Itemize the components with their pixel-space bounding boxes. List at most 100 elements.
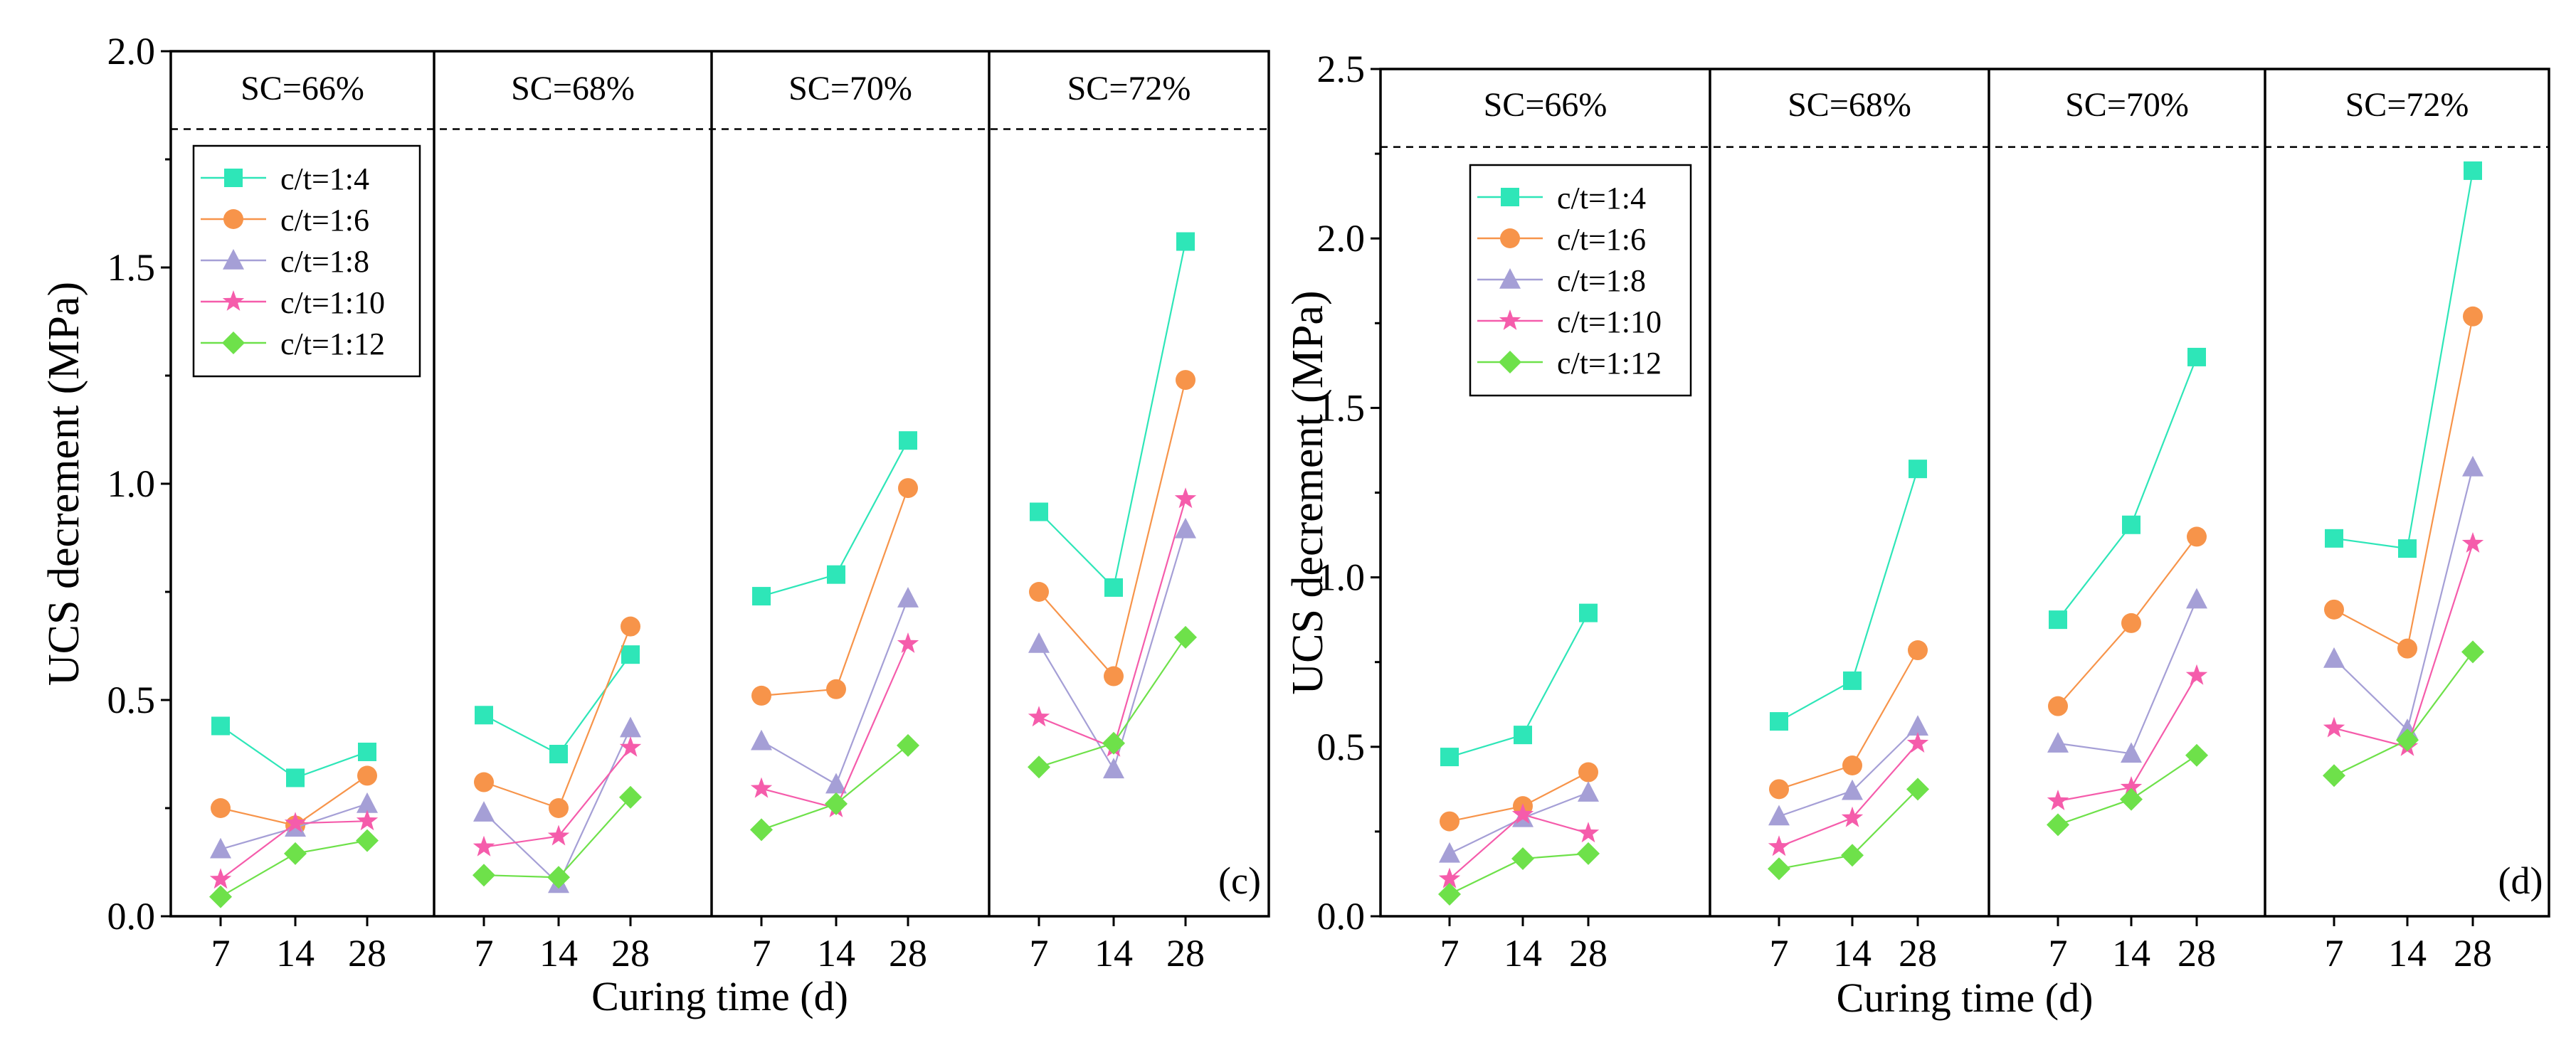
data-point-c-t-1-10 [1768,835,1790,857]
data-point-c-t-1-10 [1577,822,1600,843]
data-point-c-t-1-12 [1028,755,1050,779]
x-tick-label: 28 [889,932,927,975]
data-point-c-t-1-10 [897,632,919,653]
legend-marker [222,290,245,311]
x-tick-label: 28 [611,932,650,975]
data-point-c-t-1-8 [1907,715,1928,736]
x-tick-label: 7 [2325,932,2344,975]
x-tick-label: 28 [2178,932,2216,975]
section-title: SC=70% [2065,86,2189,124]
legend-marker [1500,228,1520,248]
x-tick-label: 7 [752,932,771,975]
data-point-c-t-1-4 [1843,671,1862,690]
panel-label: (c) [1218,859,1261,902]
data-point-c-t-1-10 [1841,806,1864,827]
legend-item-c-t-1-10: c/t=1:10 [1477,304,1662,339]
y-tick-label: 0.5 [1317,726,1366,768]
data-point-c-t-1-10 [2185,664,2208,685]
section-sc-72: SC=72% 7 14 28 [1028,70,1205,975]
legend-label: c/t=1:8 [1557,263,1646,298]
data-point-c-t-1-6 [1104,666,1124,686]
data-point-c-t-1-4 [621,645,640,664]
data-point-c-t-1-10 [1028,706,1050,727]
data-point-c-t-1-8 [751,729,772,751]
legend-label: c/t=1:12 [280,327,385,361]
x-tick-label: 28 [348,932,386,975]
data-point-c-t-1-8 [2121,742,2142,763]
y-tick-label: 1.0 [1317,556,1366,599]
data-point-c-t-1-8 [2047,732,2069,753]
data-point-c-t-1-6 [826,679,846,699]
x-tick-label: 7 [1030,932,1049,975]
x-tick-label: 7 [2049,932,2068,975]
data-point-c-t-1-8 [473,801,495,822]
data-point-c-t-1-8 [2186,588,2207,609]
data-point-c-t-1-12 [2323,764,2345,788]
data-point-c-t-1-10 [356,810,379,831]
y-tick-label: 0.0 [1317,895,1366,938]
data-point-c-t-1-8 [825,773,847,794]
legend-marker [223,209,243,229]
data-point-c-t-1-6 [898,478,918,499]
x-tick-label: 28 [1166,932,1205,975]
data-point-c-t-1-10 [2323,716,2345,738]
x-tick-label: 28 [2454,932,2492,975]
data-point-c-t-1-10 [1906,732,1929,753]
data-point-c-t-1-4 [1579,603,1598,622]
data-point-c-t-1-12 [750,818,773,842]
data-point-c-t-1-10 [1438,867,1461,889]
legend-label: c/t=1:4 [280,161,369,196]
legend-marker [222,332,245,354]
section-title: SC=72% [1067,70,1191,107]
legend-marker [1499,309,1521,330]
legend-item-c-t-1-10: c/t=1:10 [201,285,385,320]
panel-label: (d) [2498,859,2543,902]
data-point-c-t-1-6 [751,685,771,706]
legend-item-c-t-1-8: c/t=1:8 [1477,263,1646,298]
x-tick-label: 14 [539,932,578,975]
section-title: SC=70% [788,70,912,107]
data-point-c-t-1-6 [2187,526,2207,547]
x-axis-label: Curing time (d) [591,973,848,1019]
section-sc-70: SC=70% 7 14 28 [750,70,927,975]
legend-item-c-t-1-6: c/t=1:6 [201,203,369,238]
data-point-c-t-1-12 [1174,625,1197,649]
data-point-c-t-1-4 [827,565,845,584]
data-point-c-t-1-6 [549,798,569,818]
data-point-c-t-1-6 [211,798,231,818]
y-axis-label: UCS decrement (MPa) [40,282,88,686]
legend-marker [223,249,244,270]
data-point-c-t-1-10 [473,835,495,857]
legend-marker [1501,188,1519,206]
data-point-c-t-1-8 [210,837,231,859]
section-sc-72: SC=72% 7 14 28 [2323,86,2492,975]
data-point-c-t-1-12 [356,829,379,852]
y-tick-label: 2.5 [1317,48,1366,90]
data-point-c-t-1-12 [897,733,919,757]
data-point-c-t-1-4 [2049,610,2067,630]
data-point-c-t-1-4 [752,587,771,606]
y-tick-label: 1.5 [107,246,156,289]
legend-item-c-t-1-12: c/t=1:12 [201,327,385,361]
x-tick-label: 14 [276,932,315,975]
data-point-c-t-1-12 [1841,844,1864,867]
legend-marker [1499,351,1521,373]
data-point-c-t-1-12 [284,842,307,865]
legend-item-c-t-1-4: c/t=1:4 [201,161,369,196]
legend-marker [224,169,243,187]
section-title: SC=66% [1484,86,1608,124]
data-point-c-t-1-12 [1577,842,1600,865]
data-point-c-t-1-12 [473,864,495,887]
data-point-c-t-1-4 [2464,161,2482,180]
data-point-c-t-1-4 [1104,578,1123,597]
data-point-c-t-1-6 [2324,599,2344,620]
x-tick-label: 14 [817,932,855,975]
y-tick-label: 1.0 [107,462,156,505]
data-point-c-t-1-8 [620,716,641,738]
section-title: SC=72% [2345,86,2469,124]
data-point-c-t-1-6 [1578,762,1598,783]
x-tick-label: 7 [211,932,231,975]
data-point-c-t-1-4 [1176,232,1195,251]
data-point-c-t-1-10 [209,868,232,889]
x-axis-label: Curing time (d) [1837,975,2094,1021]
